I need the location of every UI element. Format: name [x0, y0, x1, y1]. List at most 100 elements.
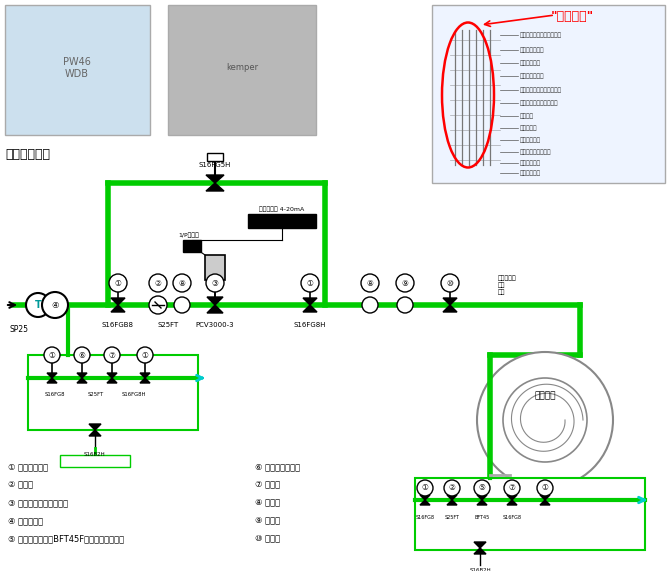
Text: 疏气阀调节针阀: 疏气阀调节针阀: [520, 47, 545, 53]
Circle shape: [42, 292, 68, 318]
Polygon shape: [207, 305, 223, 313]
Text: ②: ②: [448, 484, 456, 493]
Polygon shape: [77, 373, 87, 378]
Bar: [60, 455, 130, 467]
Text: 疏气阀调整阀行程的控制管: 疏气阀调整阀行程的控制管: [520, 32, 562, 38]
Text: ③ 波纹管密封气动控制阀: ③ 波纹管密封气动控制阀: [8, 498, 68, 507]
Text: ⑤: ⑤: [478, 484, 486, 493]
Polygon shape: [474, 548, 486, 554]
Text: S16FG8: S16FG8: [45, 392, 66, 397]
Polygon shape: [47, 378, 57, 383]
Circle shape: [104, 347, 120, 363]
Text: S16FG8: S16FG8: [415, 515, 435, 520]
Text: ①: ①: [115, 279, 121, 288]
Polygon shape: [474, 542, 486, 548]
Text: ⑧: ⑧: [366, 279, 373, 288]
Circle shape: [474, 480, 490, 496]
Text: ①: ①: [141, 351, 149, 360]
Circle shape: [149, 274, 167, 292]
Text: S25FT: S25FT: [157, 322, 179, 328]
Polygon shape: [140, 378, 150, 383]
Text: ⑨: ⑨: [401, 279, 409, 288]
Text: 疏气阀磁磁调控制阀: 疏气阀磁磁调控制阀: [520, 149, 551, 155]
Text: ③: ③: [212, 279, 218, 288]
Text: 压力控制器 4-20mA: 压力控制器 4-20mA: [259, 206, 305, 212]
Circle shape: [44, 347, 60, 363]
Polygon shape: [303, 298, 317, 305]
Text: "疏蒸专组": "疏蒸专组": [550, 10, 594, 23]
Text: ⑥ 自由浮球疏水阀: ⑥ 自由浮球疏水阀: [255, 462, 300, 471]
Circle shape: [361, 274, 379, 292]
Text: PCV3000-3: PCV3000-3: [196, 322, 234, 328]
Circle shape: [396, 274, 414, 292]
Text: ⑦ 止回阀: ⑦ 止回阀: [255, 480, 280, 489]
Bar: [207, 153, 223, 161]
Text: 调杆上控制阀: 调杆上控制阀: [520, 137, 541, 143]
Polygon shape: [206, 183, 224, 191]
Polygon shape: [507, 500, 517, 505]
Text: ① 波纹管截止阀: ① 波纹管截止阀: [8, 462, 48, 471]
Polygon shape: [477, 500, 487, 505]
Bar: [5, 5, 150, 135]
Polygon shape: [89, 430, 101, 436]
Polygon shape: [206, 175, 224, 183]
Polygon shape: [477, 495, 487, 500]
Text: 压力传感器
疏水
监控: 压力传感器 疏水 监控: [498, 275, 517, 295]
Text: S16FG8: S16FG8: [502, 515, 521, 520]
Bar: [432, 5, 665, 183]
Text: 疏气阀疏水口: 疏气阀疏水口: [520, 170, 541, 176]
Polygon shape: [107, 378, 117, 383]
Text: SP25: SP25: [10, 325, 29, 334]
Bar: [28, 355, 198, 430]
Polygon shape: [443, 305, 457, 312]
Polygon shape: [507, 495, 517, 500]
Text: S16B2H: S16B2H: [469, 568, 491, 571]
Text: S16FG5H: S16FG5H: [199, 162, 231, 168]
Text: 疏气阀调整阀行程下控制管: 疏气阀调整阀行程下控制管: [520, 87, 562, 93]
Text: 蒸汽系统图：: 蒸汽系统图：: [5, 148, 50, 161]
Circle shape: [149, 296, 167, 314]
Text: ①: ①: [307, 279, 314, 288]
Text: ⑦: ⑦: [509, 484, 515, 493]
Polygon shape: [447, 495, 457, 500]
Circle shape: [444, 480, 460, 496]
Text: S16FG8H: S16FG8H: [293, 322, 326, 328]
Circle shape: [504, 480, 520, 496]
Text: ①: ①: [421, 484, 428, 493]
Bar: [168, 5, 316, 135]
Text: ①: ①: [48, 351, 56, 360]
Bar: [183, 240, 201, 252]
Circle shape: [362, 297, 378, 313]
Circle shape: [537, 480, 553, 496]
Bar: [205, 255, 225, 280]
Polygon shape: [447, 500, 457, 505]
Text: ⑦: ⑦: [109, 351, 115, 360]
Polygon shape: [111, 305, 125, 312]
Circle shape: [441, 274, 459, 292]
Polygon shape: [107, 373, 117, 378]
Text: BFT45: BFT45: [474, 515, 490, 520]
Circle shape: [109, 274, 127, 292]
Text: T: T: [35, 300, 42, 310]
Polygon shape: [420, 500, 430, 505]
Circle shape: [173, 274, 191, 292]
Text: ⑤ 自由浮球疏水阀BFT45F（滚筒烘缸专用）: ⑤ 自由浮球疏水阀BFT45F（滚筒烘缸专用）: [8, 534, 124, 543]
Text: 疏气阀磁件: 疏气阀磁件: [520, 125, 537, 131]
Text: S25FT: S25FT: [444, 515, 460, 520]
Text: ⑧: ⑧: [179, 279, 186, 288]
Circle shape: [397, 297, 413, 313]
Polygon shape: [111, 298, 125, 305]
Text: 滚筒烘缸: 滚筒烘缸: [534, 392, 555, 400]
Text: ⑧ 压力表: ⑧ 压力表: [255, 498, 280, 507]
Circle shape: [26, 293, 50, 317]
Polygon shape: [89, 424, 101, 430]
Polygon shape: [540, 495, 550, 500]
Text: S25FT: S25FT: [88, 392, 105, 397]
Circle shape: [301, 274, 319, 292]
Text: 疏气阀调节阀: 疏气阀调节阀: [520, 60, 541, 66]
Text: S16FGB8: S16FGB8: [102, 322, 134, 328]
Polygon shape: [207, 297, 223, 305]
Text: kemper: kemper: [226, 63, 258, 73]
Circle shape: [206, 274, 224, 292]
Bar: [415, 478, 645, 550]
